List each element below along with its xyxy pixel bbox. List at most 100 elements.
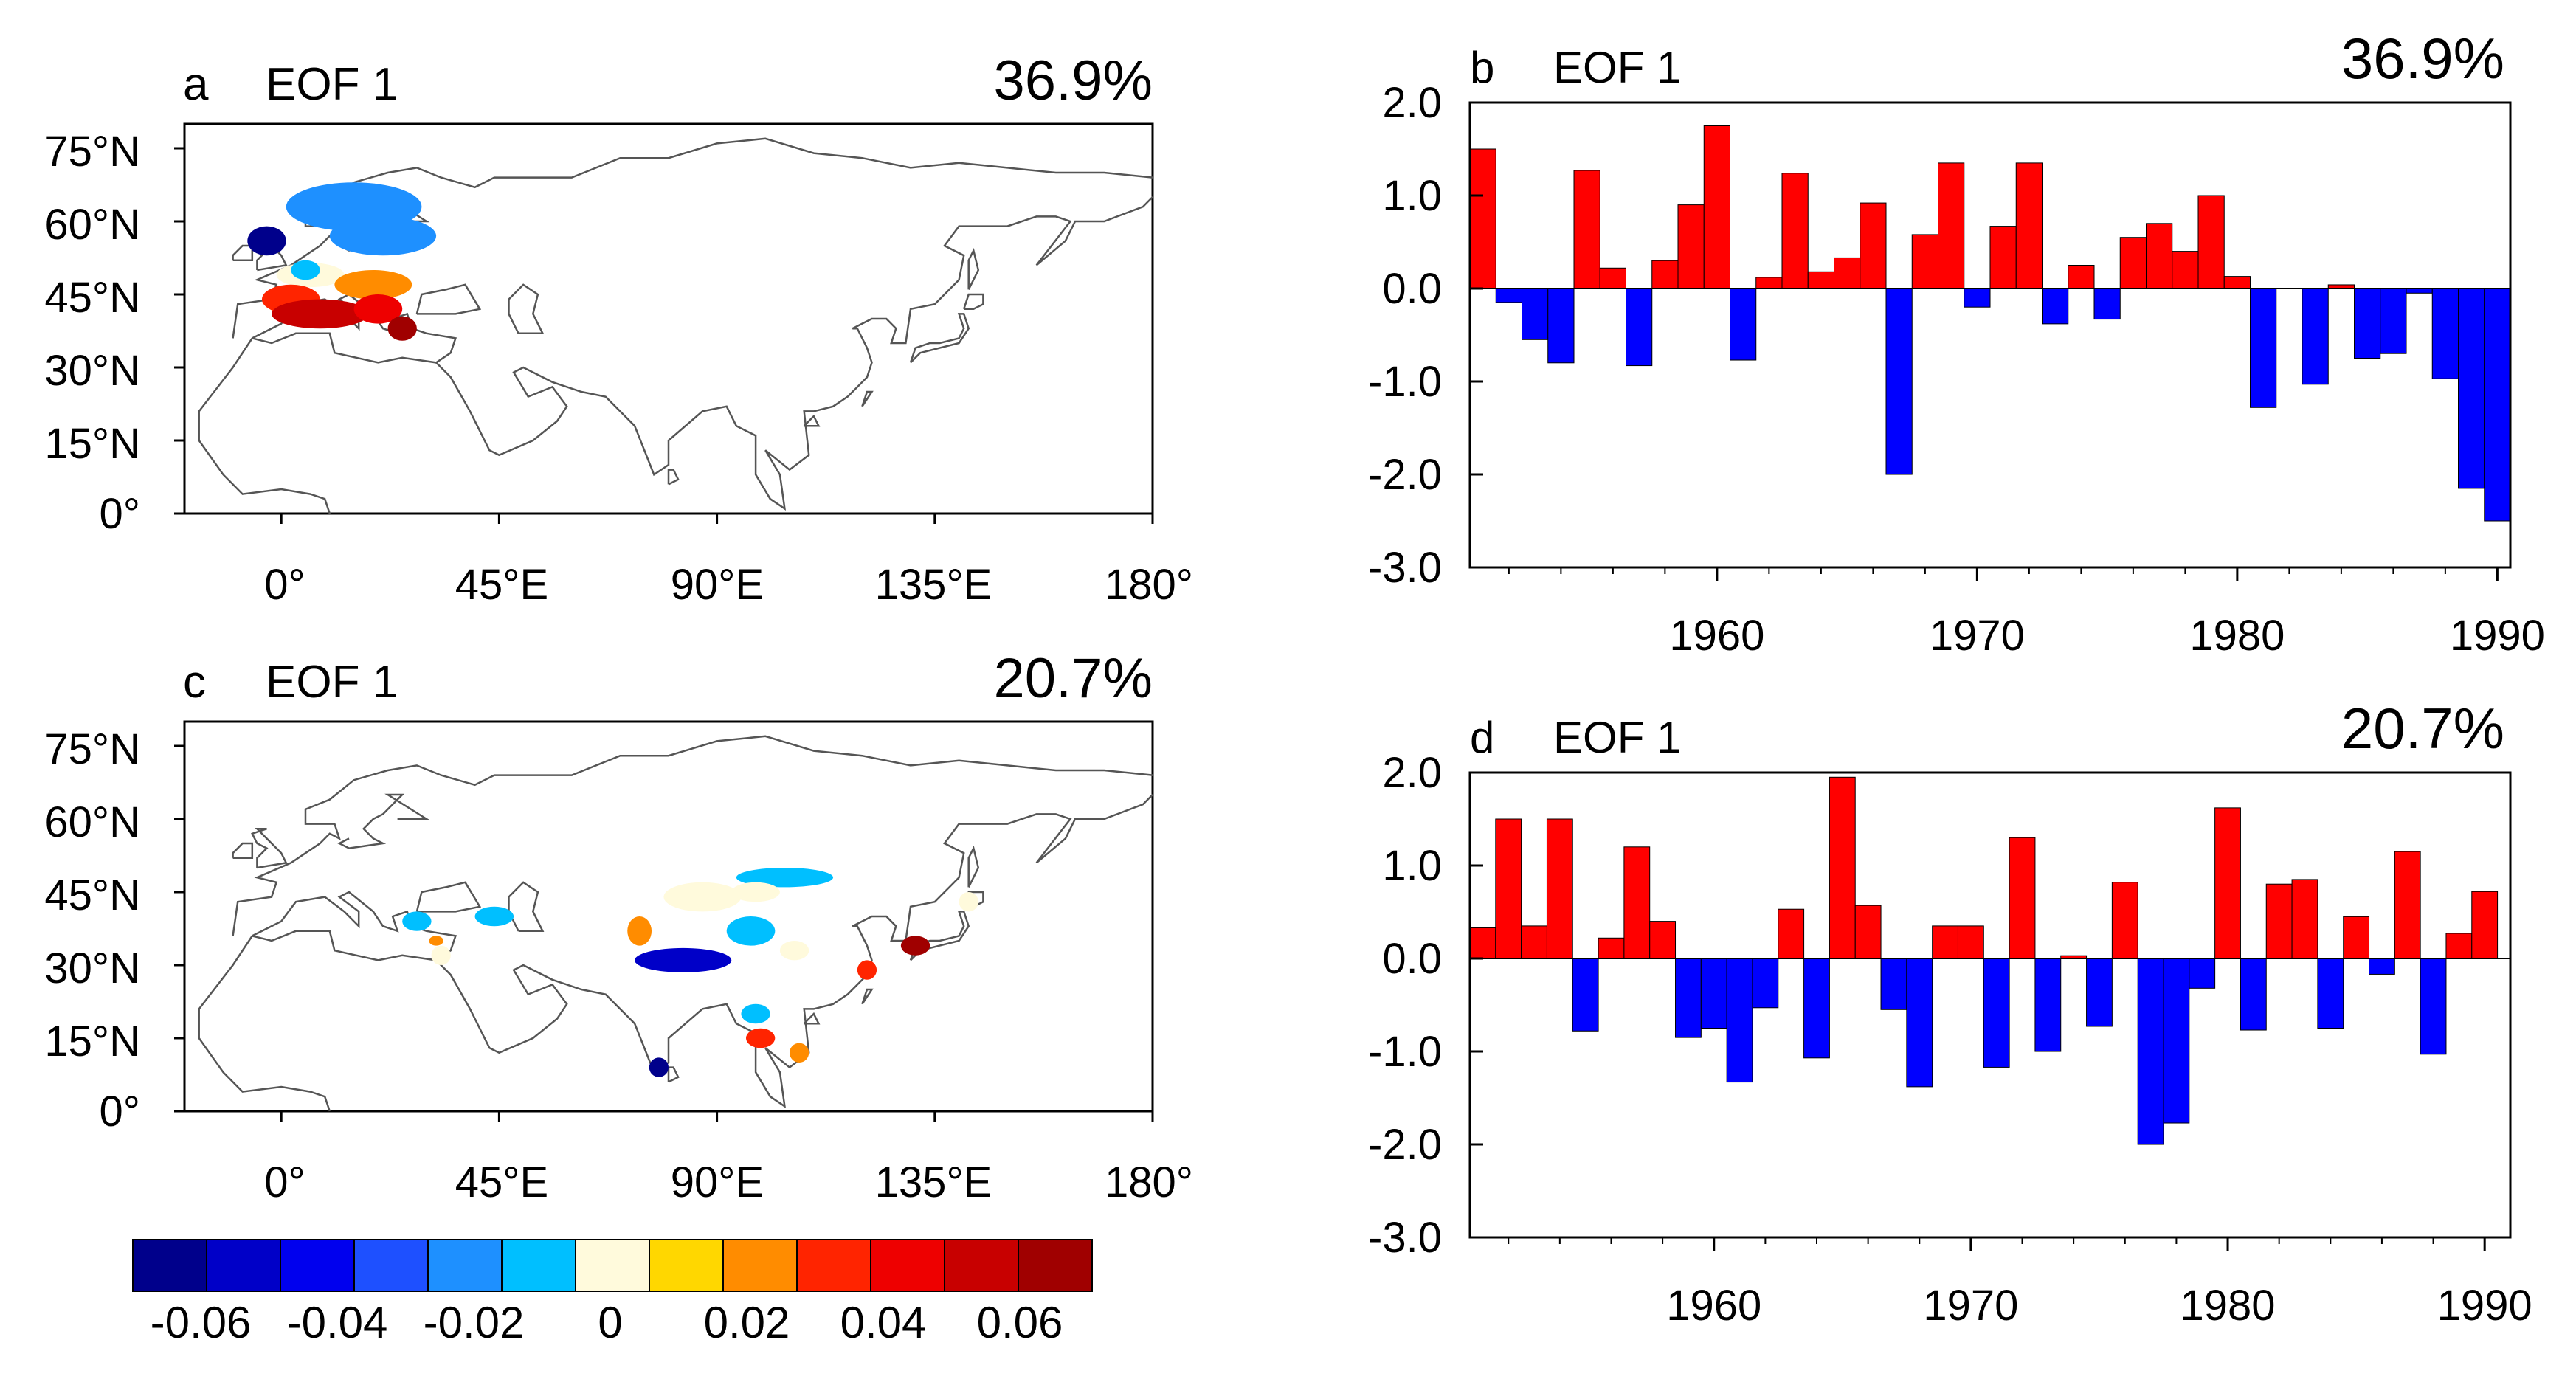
bar-positive [1860, 202, 1887, 289]
anomaly-patch [402, 911, 432, 931]
bar-positive [1469, 148, 1496, 289]
colorbar-tick: 0.02 [704, 1298, 790, 1347]
anomaly-patch [387, 316, 417, 341]
colorbar-box [796, 1239, 871, 1292]
y-tick-label: -1.0 [1368, 358, 1442, 406]
bar-negative [2137, 958, 2164, 1145]
lon-tick: 135°E [875, 1158, 992, 1206]
anomaly-patch [857, 960, 877, 980]
bar-positive [2214, 807, 2241, 959]
coastline-path [252, 891, 457, 961]
bar-positive [1677, 204, 1705, 289]
plot-frame [1468, 771, 2512, 1239]
bar-positive [1623, 846, 1651, 959]
map-title: EOF 1 [266, 59, 398, 110]
y-tick-label: -2.0 [1368, 451, 1442, 499]
colorbar-tick: -0.06 [151, 1298, 252, 1347]
anomaly-patch [745, 1028, 776, 1048]
colorbar-box [353, 1239, 429, 1292]
bar-positive [2068, 265, 2095, 289]
coastline-path [803, 414, 821, 427]
anomaly-patch [334, 270, 412, 300]
bar-positive [2223, 276, 2251, 289]
coastline-path [667, 469, 680, 486]
coastline-path [909, 911, 970, 961]
bar-negative [2484, 288, 2511, 522]
panel-letter: d [1470, 713, 1494, 762]
coastline-path [198, 337, 331, 514]
panel-letter: c [183, 657, 206, 708]
lat-tick: 15°N [44, 420, 140, 468]
anomaly-patches [247, 182, 437, 341]
y-tick-label: -2.0 [1368, 1121, 1442, 1169]
bar-positive [2394, 851, 2421, 959]
colorbar-box [132, 1239, 207, 1292]
bar-negative [2431, 288, 2459, 379]
coastline-path [232, 735, 1153, 936]
bar-negative [1964, 288, 1991, 308]
x-tick-label: 1970 [1930, 612, 2025, 660]
coastline-path [909, 313, 970, 364]
bar-negative [2250, 288, 2277, 408]
anomaly-patch [353, 294, 403, 324]
colorbar-box [649, 1239, 724, 1292]
x-tick-label: 1960 [1666, 1282, 1761, 1330]
lon-tick: 45°E [455, 1158, 548, 1206]
anomaly-patch [329, 216, 437, 256]
colorbar-tick: -0.02 [424, 1298, 525, 1347]
bar-positive [2197, 195, 2225, 289]
x-tick-label: 1990 [2450, 612, 2545, 660]
lon-tick: 180° [1105, 1158, 1193, 1206]
lon-tick: 0° [264, 1158, 305, 1206]
bar-positive [1469, 927, 1496, 959]
coastline-path [667, 1066, 680, 1083]
lon-tick: 135°E [875, 561, 992, 609]
coastline-path [967, 846, 980, 888]
colorbar-box [870, 1239, 945, 1292]
bar-negative [1983, 958, 2010, 1068]
x-tick-label: 1980 [2189, 612, 2285, 660]
coastline [198, 137, 1153, 514]
bar-positive [1778, 908, 1805, 959]
bar-positive [1957, 925, 1984, 959]
bar-negative [2354, 288, 2381, 359]
lat-tick: 45°N [44, 871, 140, 919]
lon-tick: 90°E [671, 561, 764, 609]
coastline-path [251, 827, 288, 869]
coastline-path [198, 935, 331, 1112]
bar-positive [2015, 162, 2043, 289]
bar-positive [1781, 173, 1809, 289]
longitude-axis: 0° 45°E 90°E 135°E 180° [264, 561, 1193, 609]
bar-positive [2111, 882, 2138, 959]
bar-negative [1572, 958, 1599, 1032]
map-title: EOF 1 [266, 657, 398, 708]
lat-tick: 30°N [44, 944, 140, 992]
anomaly-patch [627, 916, 652, 946]
bar-negative [1495, 288, 1522, 303]
longitude-axis: 0° 45°E 90°E 135°E 180° [264, 1158, 1193, 1206]
colorbar-tick: -0.04 [287, 1298, 388, 1347]
latitude-axis: 75°N 60°N 45°N 30°N 15°N 0° [44, 725, 140, 1136]
anomaly-patch [291, 260, 320, 280]
bar-negative [2369, 958, 2395, 975]
bar-positive [1649, 921, 1677, 959]
bar-positive [1521, 925, 1547, 959]
bar-negative [2042, 288, 2069, 325]
y-tick-label: 2.0 [1382, 749, 1442, 797]
y-axis: 2.0 1.0 0.0 -1.0 -2.0 -3.0 [1368, 749, 1442, 1262]
y-tick-label: 0.0 [1382, 265, 1442, 313]
bar-positive [2172, 251, 2199, 289]
bar-positive [1807, 271, 1834, 289]
bar-positive [1834, 257, 1861, 289]
x-tick-label: 1960 [1669, 612, 1764, 660]
bar-positive [2291, 879, 2318, 959]
bar-negative [2458, 288, 2485, 489]
bar-negative [1547, 288, 1575, 364]
latitude-axis: 75°N 60°N 45°N 30°N 15°N 0° [44, 128, 140, 538]
bar-positive [1598, 937, 1625, 959]
x-axis: 1960 1970 1980 1990 [1669, 612, 2545, 660]
coastline-path [232, 137, 1153, 339]
bar-negative [1906, 958, 1933, 1088]
bar-negative [1626, 288, 1653, 367]
y-axis: 2.0 1.0 0.0 -1.0 -2.0 -3.0 [1368, 79, 1442, 592]
